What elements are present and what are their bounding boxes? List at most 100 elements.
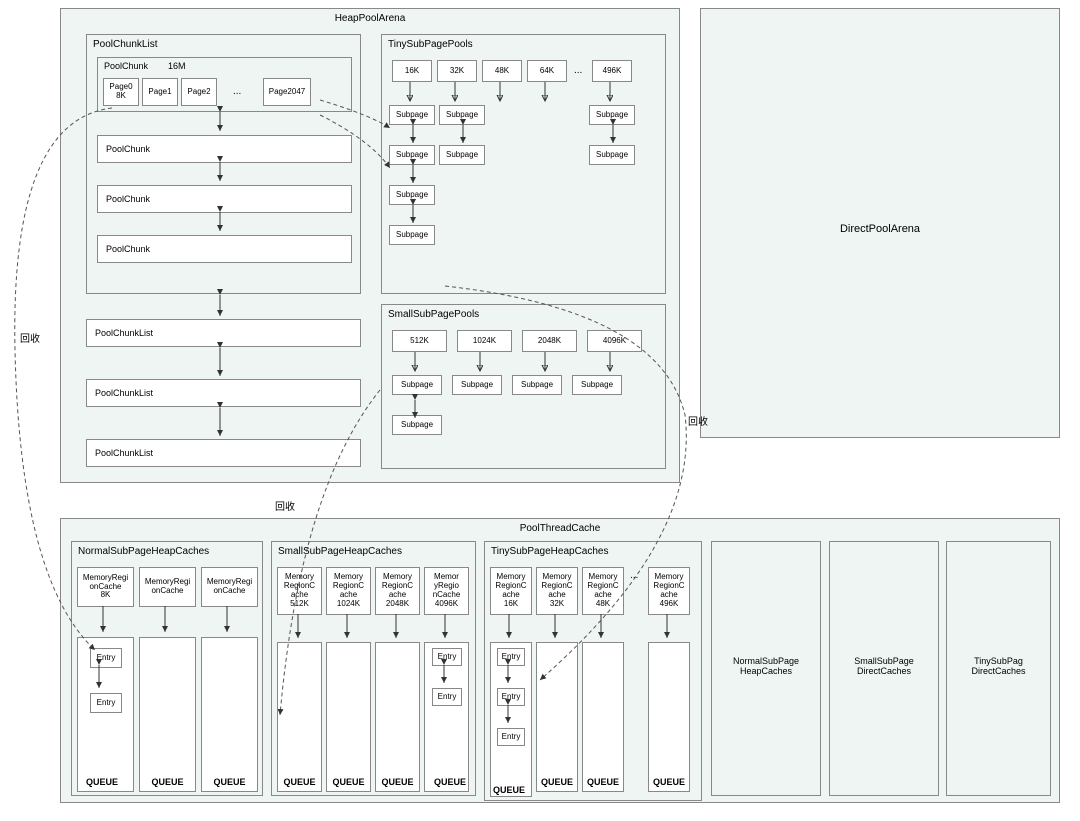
entry-s31: Entry [432, 688, 462, 706]
tiny-32k: 32K [437, 60, 477, 82]
mrc-n2: MemoryRegi onCache [201, 567, 258, 607]
pcl-3: PoolChunkList [86, 439, 361, 467]
entry-n00: Entry [90, 648, 122, 668]
pool-chunk-list: PoolChunkList PoolChunk 16M Page0 8K Pag… [86, 34, 361, 294]
pcl-title: PoolChunkList [93, 39, 157, 50]
queue-n2: QUEUE [201, 637, 258, 792]
recycle-mid: 回收 [275, 498, 295, 513]
mrc-s1: Memory RegionC ache 1024K [326, 567, 371, 615]
pcl-2: PoolChunkList [86, 379, 361, 407]
entry-t02: Entry [497, 728, 525, 746]
nh2-label: NormalSubPage HeapCaches [712, 656, 820, 676]
ql-s1: QUEUE [332, 777, 364, 787]
page-ellipsis: ... [233, 86, 241, 97]
ql-s0: QUEUE [283, 777, 315, 787]
small-2048: 2048K [522, 330, 577, 352]
pool-chunk-1: PoolChunk [97, 135, 352, 163]
mrc-s3: Memor yRegio nCache 4096K [424, 567, 469, 615]
small-subpage-pools: SmallSubPagePools 512K 1024K 2048K 4096K… [381, 304, 666, 469]
sm-sp-3: Subpage [572, 375, 622, 395]
ql-t2: QUEUE [587, 777, 619, 787]
small-direct: SmallSubPage DirectCaches [829, 541, 939, 796]
normal-heap-2: NormalSubPage HeapCaches [711, 541, 821, 796]
queue-t3: QUEUE [648, 642, 690, 792]
queue-s1: QUEUE [326, 642, 371, 792]
queue-t2: QUEUE [582, 642, 624, 792]
sm-sp-1: Subpage [452, 375, 502, 395]
mrc-t1: Memory RegionC ache 32K [536, 567, 578, 615]
pcl-1: PoolChunkList [86, 319, 361, 347]
queue-t0: Entry Entry Entry QUEUE [490, 642, 532, 797]
recycle-left: 回收 [20, 330, 40, 345]
tiny-sp-11: Subpage [439, 145, 485, 165]
tiny-48k: 48K [482, 60, 522, 82]
queue-n0: Entry Entry QUEUE [77, 637, 134, 792]
ql-s3: QUEUE [434, 777, 466, 787]
ql-t3: QUEUE [653, 777, 685, 787]
pool-chunk-2: PoolChunk [97, 185, 352, 213]
tiny-sp-00: Subpage [389, 105, 435, 125]
queue-s2: QUEUE [375, 642, 420, 792]
heap-pool-arena: HeapPoolArena PoolChunkList PoolChunk 16… [60, 8, 680, 483]
page-2047: Page2047 [263, 78, 311, 106]
sm-sp-0: Subpage [392, 375, 442, 395]
small-caches: SmallSubPageHeapCaches Memory RegionC ac… [271, 541, 476, 796]
tiny-496k: 496K [592, 60, 632, 82]
entry-t01: Entry [497, 688, 525, 706]
td-label: TinySubPag DirectCaches [947, 656, 1050, 676]
sm-sp-10: Subpage [392, 415, 442, 435]
queue-n1: QUEUE [139, 637, 196, 792]
chunk-title: PoolChunk [104, 61, 148, 71]
ql-t0: QUEUE [493, 785, 525, 795]
tiny-ellipsis: ... [574, 65, 582, 76]
ql-t1: QUEUE [541, 777, 573, 787]
queue-label-n2: QUEUE [213, 777, 245, 787]
heap-arena-title: HeapPoolArena [61, 13, 679, 24]
mrc-s2: Memory RegionC ache 2048K [375, 567, 420, 615]
tiny-c-ellipsis: ... [630, 570, 638, 581]
tiny-ct: TinySubPageHeapCaches [491, 546, 608, 557]
queue-s3: Entry Entry QUEUE [424, 642, 469, 792]
page-0: Page0 8K [103, 78, 139, 106]
small-4096: 4096K [587, 330, 642, 352]
mrc-n0: MemoryRegi onCache 8K [77, 567, 134, 607]
mrc-t0: Memory RegionC ache 16K [490, 567, 532, 615]
pool-chunk-3: PoolChunk [97, 235, 352, 263]
entry-n01: Entry [90, 693, 122, 713]
queue-s0: QUEUE [277, 642, 322, 792]
mrc-s0: Memory RegionC ache 512K [277, 567, 322, 615]
mrc-t3: Memory RegionC ache 496K [648, 567, 690, 615]
page-2: Page2 [181, 78, 217, 106]
small-512: 512K [392, 330, 447, 352]
tiny-sp-30: Subpage [389, 225, 435, 245]
pool-chunk: PoolChunk 16M Page0 8K Page1 Page2 ... P… [97, 57, 352, 112]
queue-label-n0: QUEUE [86, 777, 118, 787]
direct-title: DirectPoolArena [701, 223, 1059, 235]
tiny-sp-10: Subpage [389, 145, 435, 165]
sd-label: SmallSubPage DirectCaches [830, 656, 938, 676]
small-ct: SmallSubPageHeapCaches [278, 546, 402, 557]
queue-label-n1: QUEUE [151, 777, 183, 787]
tiny-caches: TinySubPageHeapCaches Memory RegionC ach… [484, 541, 702, 801]
sm-sp-2: Subpage [512, 375, 562, 395]
recycle-right: 回收 [688, 413, 708, 428]
queue-t1: QUEUE [536, 642, 578, 792]
small-1024: 1024K [457, 330, 512, 352]
normal-caches: NormalSubPageHeapCaches MemoryRegi onCac… [71, 541, 263, 796]
tiny-sp-02: Subpage [589, 105, 635, 125]
page-1: Page1 [142, 78, 178, 106]
tiny-subpage-pools: TinySubPagePools 16K 32K 48K 64K ... 496… [381, 34, 666, 294]
chunk-size: 16M [168, 61, 186, 71]
normal-title: NormalSubPageHeapCaches [78, 546, 209, 557]
pool-thread-cache: PoolThreadCache NormalSubPageHeapCaches … [60, 518, 1060, 803]
tiny-title: TinySubPagePools [388, 39, 473, 50]
mrc-n1: MemoryRegi onCache [139, 567, 196, 607]
small-title: SmallSubPagePools [388, 309, 479, 320]
direct-pool-arena: DirectPoolArena [700, 8, 1060, 438]
ql-s2: QUEUE [381, 777, 413, 787]
tiny-direct: TinySubPag DirectCaches [946, 541, 1051, 796]
entry-t00: Entry [497, 648, 525, 666]
tiny-sp-12: Subpage [589, 145, 635, 165]
mrc-t2: Memory RegionC ache 48K [582, 567, 624, 615]
tiny-sp-20: Subpage [389, 185, 435, 205]
